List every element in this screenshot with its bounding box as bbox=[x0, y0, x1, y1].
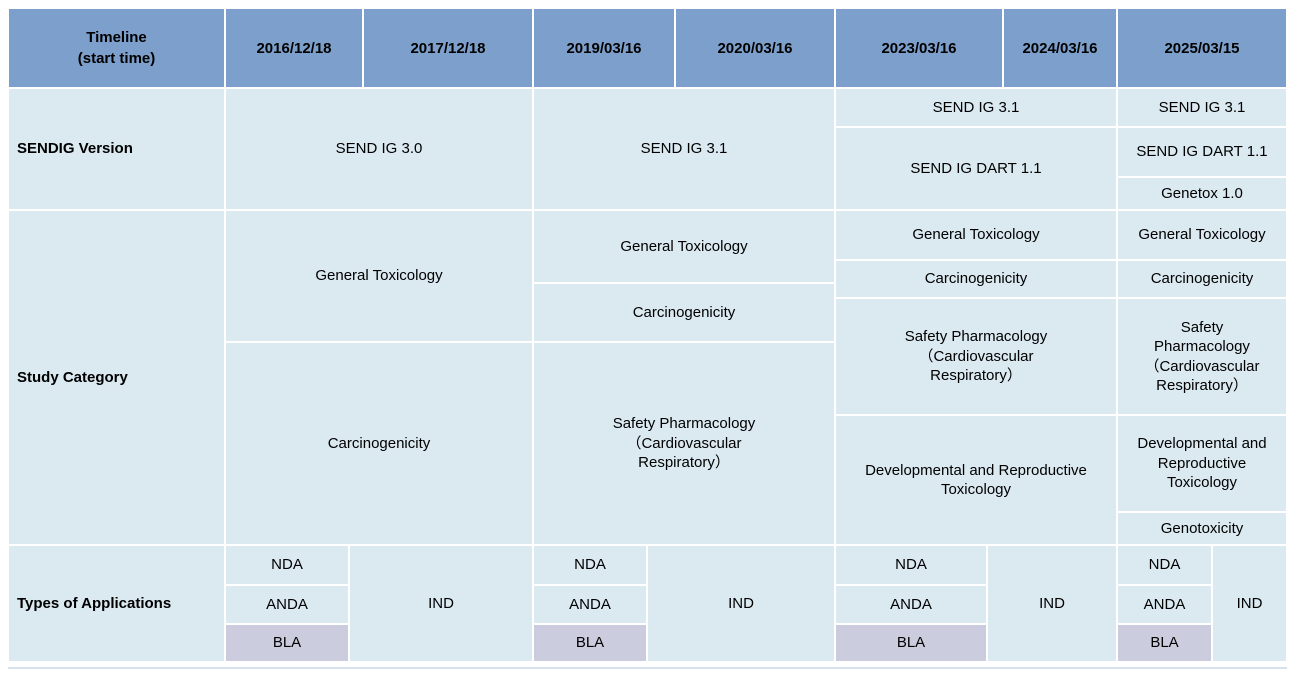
cell-anda-2023: ANDA bbox=[835, 585, 987, 624]
header-cell-date-2020-03-16: 2020/03/16 bbox=[675, 8, 835, 88]
cell-bla-2023: BLA bbox=[835, 624, 987, 662]
cell-general-toxicology-2016-2017: General Toxicology bbox=[225, 210, 533, 342]
cell-sendig-dart-1-1-2023-2024: SEND IG DART 1.1 bbox=[835, 127, 1117, 210]
cell-safety-pharmacology-2019-2020: Safety Pharmacology （Cardiovascular Resp… bbox=[533, 342, 835, 545]
cell-ind-2023-2024: IND bbox=[987, 545, 1117, 662]
header-cell-date-2023-03-16: 2023/03/16 bbox=[835, 8, 1003, 88]
cell-nda-2025: NDA bbox=[1117, 545, 1212, 585]
cell-safety-pharmacology-2023-2024: Safety Pharmacology （Cardiovascular Resp… bbox=[835, 298, 1117, 415]
header-cell-date-2017-12-18: 2017/12/18 bbox=[363, 8, 533, 88]
cell-general-toxicology-2019-2020: General Toxicology bbox=[533, 210, 835, 283]
cell-anda-2019: ANDA bbox=[533, 585, 647, 624]
cell-carcinogenicity-2025: Carcinogenicity bbox=[1117, 260, 1287, 298]
cell-sendig-3-1-2023-2024: SEND IG 3.1 bbox=[835, 88, 1117, 127]
cell-bla-2019: BLA bbox=[533, 624, 647, 662]
send-timeline-table: Timeline (start time) 2016/12/18 2017/12… bbox=[8, 8, 1287, 662]
cell-carcinogenicity-2019-2020: Carcinogenicity bbox=[533, 283, 835, 342]
cell-safety-pharmacology-2025: Safety Pharmacology （Cardiovascular Resp… bbox=[1117, 298, 1287, 415]
table-outer-bottom-border bbox=[8, 667, 1287, 669]
header-cell-timeline: Timeline (start time) bbox=[8, 8, 225, 88]
header-cell-date-2019-03-16: 2019/03/16 bbox=[533, 8, 675, 88]
cell-nda-2019: NDA bbox=[533, 545, 647, 585]
row-label-study-category: Study Category bbox=[8, 210, 225, 545]
cell-sendig-dart-1-1-2025: SEND IG DART 1.1 bbox=[1117, 127, 1287, 177]
cell-general-toxicology-2025: General Toxicology bbox=[1117, 210, 1287, 260]
cell-sendig-genetox-1-0-2025: Genetox 1.0 bbox=[1117, 177, 1287, 210]
cell-ind-2019-2020: IND bbox=[647, 545, 835, 662]
cell-ind-2016-2017: IND bbox=[349, 545, 533, 662]
cell-bla-2025: BLA bbox=[1117, 624, 1212, 662]
row-label-types-of-applications: Types of Applications bbox=[8, 545, 225, 662]
cell-genotoxicity-2025: Genotoxicity bbox=[1117, 512, 1287, 545]
cell-carcinogenicity-2023-2024: Carcinogenicity bbox=[835, 260, 1117, 298]
cell-sendig-3-1-2019-2020: SEND IG 3.1 bbox=[533, 88, 835, 210]
cell-sendig-3-0-2016-2017: SEND IG 3.0 bbox=[225, 88, 533, 210]
header-cell-date-2024-03-16: 2024/03/16 bbox=[1003, 8, 1117, 88]
header-cell-date-2016-12-18: 2016/12/18 bbox=[225, 8, 363, 88]
cell-nda-2023: NDA bbox=[835, 545, 987, 585]
cell-anda-2016: ANDA bbox=[225, 585, 349, 624]
cell-general-toxicology-2023-2024: General Toxicology bbox=[835, 210, 1117, 260]
row-label-sendig-version: SENDIG Version bbox=[8, 88, 225, 210]
cell-sendig-3-1-2025: SEND IG 3.1 bbox=[1117, 88, 1287, 127]
cell-nda-2016: NDA bbox=[225, 545, 349, 585]
cell-carcinogenicity-2016-2017: Carcinogenicity bbox=[225, 342, 533, 545]
cell-ind-2025: IND bbox=[1212, 545, 1287, 662]
header-cell-date-2025-03-15: 2025/03/15 bbox=[1117, 8, 1287, 88]
cell-bla-2016: BLA bbox=[225, 624, 349, 662]
cell-dart-toxicology-2023-2024: Developmental and Reproductive Toxicolog… bbox=[835, 415, 1117, 545]
cell-anda-2025: ANDA bbox=[1117, 585, 1212, 624]
cell-dart-toxicology-2025: Developmental and Reproductive Toxicolog… bbox=[1117, 415, 1287, 512]
